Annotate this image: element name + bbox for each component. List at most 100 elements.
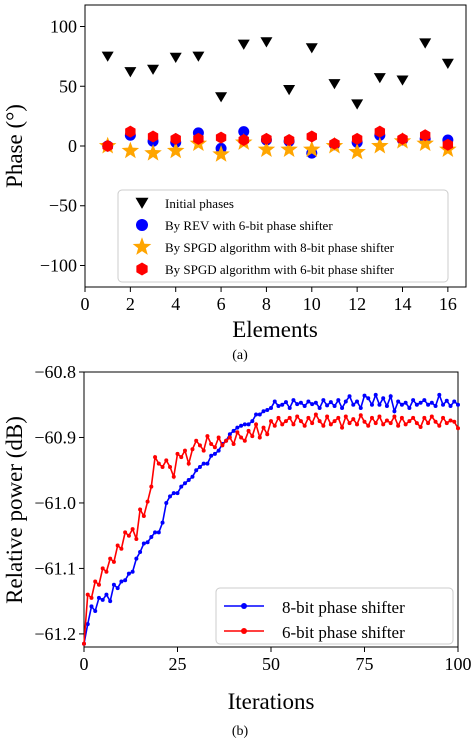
chart-b-point-series-1 bbox=[355, 399, 360, 404]
chart-b-point-series-1 bbox=[160, 520, 165, 525]
chart-b-point-series-1 bbox=[111, 582, 116, 587]
chart-b-point-series-1 bbox=[422, 398, 427, 403]
chart-b-legend-box bbox=[215, 587, 454, 645]
chart-b-point-series-2 bbox=[377, 414, 382, 419]
chart-b-point-series-1 bbox=[227, 432, 232, 437]
chart-a-point-series-4 bbox=[374, 125, 386, 138]
chart-b-point-series-2 bbox=[437, 423, 442, 428]
chart-a-x-tick-label: 4 bbox=[171, 294, 180, 314]
chart-b-point-series-2 bbox=[336, 415, 341, 420]
chart-b-x-tick-label: 75 bbox=[356, 654, 374, 674]
chart-a-point-series-4 bbox=[238, 134, 249, 147]
chart-b-point-series-1 bbox=[239, 423, 244, 428]
chart-b-x-axis-label: Iterations bbox=[228, 689, 315, 714]
chart-b-point-series-1 bbox=[429, 400, 434, 405]
chart-a-legend-label: By SPGD algorithm with 6-bit phase shift… bbox=[165, 262, 395, 277]
chart-b-legend-label: 8-bit phase shifter bbox=[282, 598, 405, 617]
chart-b-point-series-1 bbox=[201, 461, 206, 466]
chart-b-point-series-1 bbox=[194, 468, 199, 473]
chart-a-point-series-1 bbox=[305, 43, 318, 54]
chart-b-point-series-1 bbox=[313, 400, 318, 405]
chart-a-point-series-1 bbox=[124, 67, 137, 78]
chart-b-point-series-1 bbox=[164, 500, 169, 505]
chart-a-x-axis-label: Elements bbox=[232, 317, 318, 342]
chart-b-point-series-1 bbox=[126, 571, 131, 576]
chart-a-point-series-1 bbox=[441, 58, 454, 69]
chart-b-y-tick-label: −61.1 bbox=[34, 558, 76, 578]
chart-b-point-series-1 bbox=[396, 399, 401, 404]
chart-b-point-series-2 bbox=[108, 556, 113, 561]
chart-b-point-series-1 bbox=[441, 402, 446, 407]
chart-b-point-series-2 bbox=[156, 461, 161, 466]
chart-a-point-series-3 bbox=[303, 140, 321, 158]
chart-b-point-series-2 bbox=[182, 448, 187, 453]
chart-a-point-series-4 bbox=[215, 131, 227, 144]
chart-b-point-series-1 bbox=[186, 478, 191, 483]
chart-b-point-series-2 bbox=[444, 421, 449, 426]
chart-b-point-series-1 bbox=[433, 404, 438, 409]
chart-b-point-series-2 bbox=[130, 527, 135, 532]
chart-b-point-series-1 bbox=[325, 403, 330, 408]
chart-b-point-series-1 bbox=[246, 422, 251, 427]
chart-b-point-series-2 bbox=[280, 422, 285, 427]
chart-b-point-series-2 bbox=[164, 458, 169, 463]
chart-b-point-series-1 bbox=[276, 404, 281, 409]
chart-b-point-series-2 bbox=[302, 423, 307, 428]
chart-b-point-series-2 bbox=[138, 507, 143, 512]
chart-a: 100 50 0 −50 −100 0 2 4 6 8 10 12 14 16 Initial phas… bbox=[2, 4, 467, 363]
chart-b-point-series-1 bbox=[287, 406, 292, 411]
chart-a-point-series-1 bbox=[215, 92, 228, 103]
chart-a-y-ticks: 100 50 0 −50 −100 bbox=[40, 17, 85, 275]
chart-b-point-series-1 bbox=[437, 392, 442, 397]
chart-b-point-series-2 bbox=[89, 595, 94, 600]
chart-b-point-series-1 bbox=[407, 406, 412, 411]
chart-a-point-series-4 bbox=[125, 125, 136, 138]
chart-b-point-series-2 bbox=[456, 426, 460, 431]
chart-b-point-series-1 bbox=[295, 402, 300, 407]
chart-b-point-series-1 bbox=[418, 400, 423, 405]
chart-a-y-axis-label: Phase (°) bbox=[2, 104, 27, 188]
chart-a-points bbox=[98, 37, 457, 162]
chart-b-point-series-2 bbox=[332, 419, 337, 424]
chart-b: −60.8 −60.9 −61.0 −61.1 −61.2 0 25 50 75 100 8-b… bbox=[2, 362, 472, 739]
chart-b-point-series-1 bbox=[384, 404, 389, 409]
chart-b-point-series-2 bbox=[235, 430, 240, 435]
chart-b-point-series-1 bbox=[141, 541, 146, 546]
chart-b-point-series-1 bbox=[340, 406, 345, 411]
chart-b-point-series-2 bbox=[306, 415, 311, 420]
chart-a-caption: (a) bbox=[232, 348, 248, 363]
chart-b-point-series-1 bbox=[108, 599, 113, 604]
chart-b-y-ticks: −60.8 −60.9 −61.0 −61.1 −61.2 bbox=[34, 362, 84, 644]
chart-b-point-series-1 bbox=[138, 550, 143, 555]
chart-b-x-tick-label: 50 bbox=[262, 654, 280, 674]
chart-b-point-series-1 bbox=[298, 400, 303, 405]
chart-b-point-series-1 bbox=[209, 453, 214, 458]
chart-b-point-series-1 bbox=[175, 491, 180, 496]
chart-b-point-series-1 bbox=[119, 579, 124, 584]
chart-a-point-series-4 bbox=[351, 132, 363, 145]
chart-b-point-series-1 bbox=[197, 464, 202, 469]
chart-b-point-series-1 bbox=[456, 402, 460, 407]
chart-b-point-series-1 bbox=[115, 586, 120, 591]
chart-b-point-series-2 bbox=[396, 423, 401, 428]
chart-b-point-series-2 bbox=[227, 435, 232, 440]
chart-b-point-series-1 bbox=[283, 400, 288, 405]
chart-b-point-series-2 bbox=[242, 438, 247, 443]
chart-b-point-series-1 bbox=[426, 402, 431, 407]
chart-b-point-series-1 bbox=[328, 400, 333, 405]
chart-a-legend-marker-1 bbox=[135, 197, 149, 209]
chart-a-point-series-1 bbox=[351, 99, 364, 110]
chart-b-point-series-1 bbox=[373, 392, 378, 397]
chart-b-y-axis-label: Relative power (dB) bbox=[2, 416, 27, 604]
chart-b-point-series-2 bbox=[392, 414, 397, 419]
chart-b-point-series-2 bbox=[126, 533, 131, 538]
chart-b-point-series-2 bbox=[272, 423, 277, 428]
chart-b-point-series-2 bbox=[145, 499, 150, 504]
chart-b-point-series-2 bbox=[141, 514, 146, 519]
chart-b-point-series-1 bbox=[156, 530, 161, 535]
chart-b-point-series-2 bbox=[441, 415, 446, 420]
chart-b-point-series-2 bbox=[287, 415, 292, 420]
chart-b-point-series-1 bbox=[145, 540, 150, 545]
chart-a-legend: Initial phases By REV with 6-bit phase sh… bbox=[117, 189, 449, 283]
chart-b-point-series-2 bbox=[355, 422, 360, 427]
